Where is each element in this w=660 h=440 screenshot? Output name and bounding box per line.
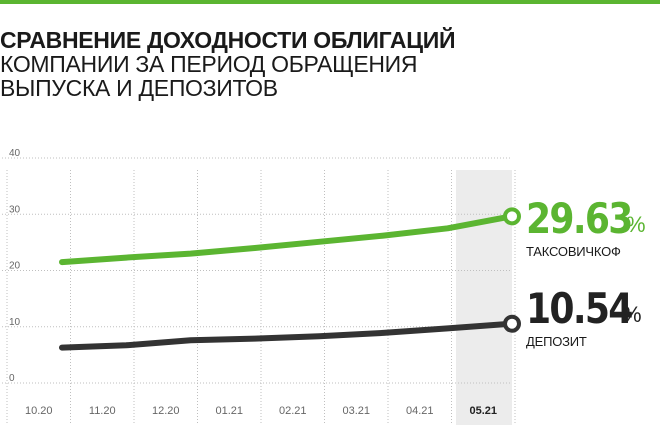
x-tick-label: 02.21 xyxy=(279,405,307,417)
deposit-series-label: ДЕПОЗИТ xyxy=(526,334,587,349)
y-tick-label: 20 xyxy=(9,261,21,272)
series-line-0 xyxy=(59,213,515,266)
taxi-percent-sign: % xyxy=(626,212,646,237)
y-tick-label: 0 xyxy=(9,373,15,384)
title-line-2: КОМПАНИИ ЗА ПЕРИОД ОБРАЩЕНИЯ xyxy=(0,51,418,77)
series-line-1 xyxy=(59,320,515,351)
x-tick-label: 03.21 xyxy=(342,405,370,417)
y-tick-label: 30 xyxy=(9,204,21,215)
taxi-final-value: 29.63 xyxy=(526,194,633,243)
highlight-band xyxy=(456,170,512,425)
x-tick-label: 05.21 xyxy=(469,405,497,417)
title-line-3: ВЫПУСКА И ДЕПОЗИТОВ xyxy=(0,75,278,101)
x-tick-label: 10.20 xyxy=(25,405,53,417)
chart-title: СРАВНЕНИЕ ДОХОДНОСТИ ОБЛИГАЦИЙ КОМПАНИИ … xyxy=(0,28,455,100)
taxi-value-block: 29.63 % xyxy=(526,198,649,240)
x-tick-label: 01.21 xyxy=(215,405,243,417)
x-tick-label: 11.20 xyxy=(89,405,116,417)
top-accent-rule xyxy=(0,0,660,4)
y-tick-label: 10 xyxy=(9,317,21,328)
deposit-percent-sign: % xyxy=(622,302,642,327)
x-tick-label: 12.20 xyxy=(152,405,180,417)
y-tick-label: 40 xyxy=(9,148,21,159)
series-end-marker-0 xyxy=(503,207,521,226)
deposit-final-value: 10.54 xyxy=(526,284,633,333)
x-tick-label: 04.21 xyxy=(406,405,434,417)
deposit-value-block: 10.54 % xyxy=(526,288,649,330)
taxi-series-label: ТАКСОВИЧКОФ xyxy=(526,244,621,259)
series-end-marker-1 xyxy=(503,314,521,333)
title-line-1: СРАВНЕНИЕ ДОХОДНОСТИ ОБЛИГАЦИЙ xyxy=(0,27,456,53)
